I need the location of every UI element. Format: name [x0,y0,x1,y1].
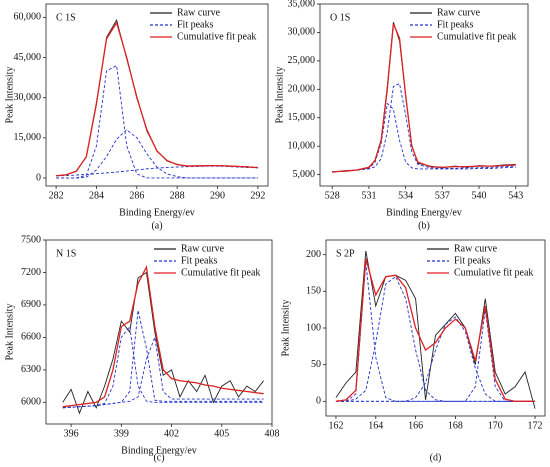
legend-label: Fit peaks [437,19,473,30]
x-tick-label: 540 [472,190,487,201]
series-line [56,18,258,177]
y-tick-label: 25,000 [288,55,316,66]
legend-label: Raw curve [454,243,498,254]
y-tick-label: 150 [306,286,321,297]
series-line [62,264,264,408]
y-tick-label: 7500 [21,234,41,245]
x-tick-label: 162 [328,420,343,431]
y-tick-label: 6300 [21,364,41,375]
y-tick-label: 0 [316,396,321,407]
series-line [62,271,264,415]
series-line [332,102,516,173]
series-line [332,82,516,173]
series-line [335,261,536,402]
x-tick-label: 290 [210,190,225,201]
series-line [62,335,264,409]
x-axis-label: Binding Energy/ev [386,207,462,218]
panel-label: O 1S [330,12,350,23]
x-tick-label: 172 [528,420,543,431]
x-tick-label: 531 [361,190,376,201]
y-tick-label: 6000 [21,397,41,408]
series-line [335,258,536,402]
panel-label: S 2P [336,248,355,259]
y-tick-label: 7200 [21,267,41,278]
y-tick-label: 15,000 [288,112,316,123]
legend-label: Raw curve [181,243,225,254]
y-tick-label: 30,000 [288,27,316,38]
x-tick-label: 284 [89,190,104,201]
x-tick-label: 282 [49,190,64,201]
series-line [62,310,264,409]
x-tick-label: 534 [398,190,413,201]
legend-label: Fit peaks [454,255,490,266]
y-tick-label: 0 [36,172,41,183]
y-axis-label: Peak Intensity [4,67,15,124]
y-tick-label: 15,000 [14,132,42,143]
x-tick-label: 396 [64,428,79,439]
legend-label: Cumulative fit peak [437,31,516,42]
x-axis-label: Binding Energy/ev [119,207,195,218]
plot-frame [45,3,269,187]
y-tick-label: 60,000 [14,12,42,23]
legend-label: Raw curve [437,7,481,18]
x-tick-label: 399 [114,428,129,439]
legend-label: Raw curve [177,7,221,18]
x-tick-label: 292 [250,190,265,201]
x-tick-label: 286 [129,190,144,201]
legend-label: Cumulative fit peak [177,31,256,42]
legend-label: Fit peaks [177,19,213,30]
series-line [335,275,536,402]
y-axis-label: Peak Intensity [274,67,285,124]
x-tick-label: 168 [448,420,463,431]
series-line [332,22,516,173]
x-axis-label: Binding Energy/ev [121,445,197,456]
series-line [56,165,258,177]
x-tick-label: 537 [435,190,450,201]
y-tick-label: 6900 [21,299,41,310]
series-line [335,309,536,402]
x-tick-label: 170 [488,420,503,431]
caption: (d) [430,452,442,463]
y-tick-label: 200 [306,249,321,260]
y-tick-label: 20,000 [288,84,316,95]
y-tick-label: 45,000 [14,52,42,63]
series-line [56,64,258,179]
x-tick-label: 288 [170,190,185,201]
y-tick-label: 30,000 [14,92,42,103]
caption: (b) [418,220,430,231]
x-tick-label: 166 [408,420,423,431]
x-tick-label: 164 [368,420,383,431]
plot-frame [45,239,273,425]
series-line [56,129,258,179]
caption: (c) [153,452,164,463]
series-line [62,325,264,409]
legend-label: Cumulative fit peak [181,267,260,278]
caption: (a) [151,220,162,231]
y-tick-label: 5,000 [293,169,316,180]
y-tick-label: 35,000 [288,0,316,9]
legend-label: Cumulative fit peak [454,267,533,278]
x-tick-label: 402 [164,428,179,439]
series-line [332,23,516,173]
y-tick-label: 100 [306,322,321,333]
y-axis-label: Peak Intensity [4,304,15,361]
x-tick-label: 405 [214,428,229,439]
plot-frame [319,3,529,187]
panel-label: C 1S [56,12,76,23]
series-line [335,316,536,402]
y-tick-label: 10,000 [288,140,316,151]
y-tick-label: 50 [311,359,321,370]
legend-label: Fit peaks [181,255,217,266]
y-axis-label: Peak Intensity [280,300,291,357]
x-tick-label: 408 [265,428,280,439]
x-tick-label: 543 [508,190,523,201]
x-tick-label: 528 [325,190,340,201]
panel-label: N 1S [56,248,76,259]
series-line [56,21,258,177]
y-tick-label: 6600 [21,332,41,343]
